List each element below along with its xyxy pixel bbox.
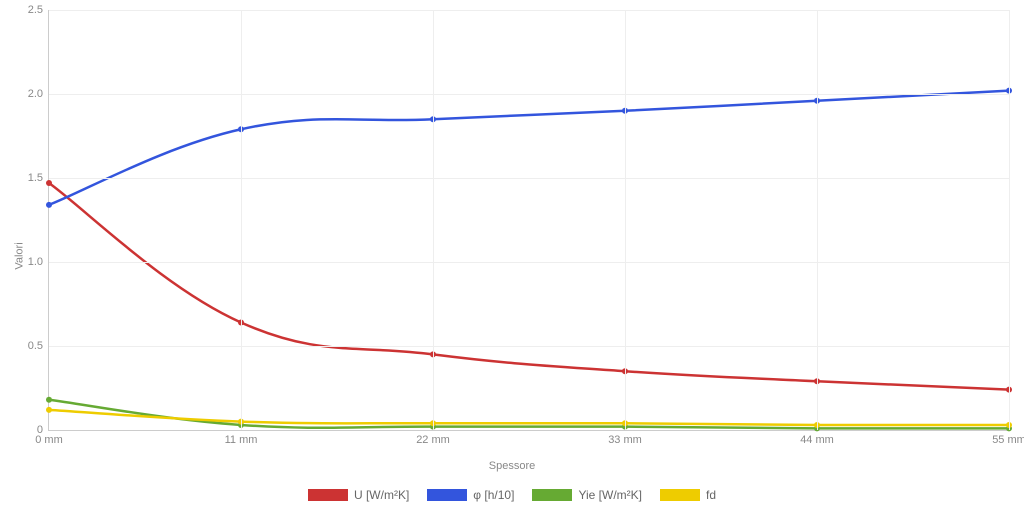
x-axis-label: Spessore <box>0 460 1024 472</box>
legend-label: Yie [W/m²K] <box>578 488 642 502</box>
gridline-h <box>49 94 1009 95</box>
line-series-layer <box>49 10 1009 430</box>
thermal-properties-chart: Valori 00.51.01.52.02.50 mm11 mm22 mm33 … <box>0 0 1024 512</box>
y-tick-label: 0.5 <box>28 340 49 352</box>
y-tick-label: 1.5 <box>28 172 49 184</box>
legend-label: U [W/m²K] <box>354 488 409 502</box>
y-tick-label: 2.0 <box>28 88 49 100</box>
legend: U [W/m²K] φ [h/10] Yie [W/m²K] fd <box>0 488 1024 502</box>
x-tick-label: 22 mm <box>416 430 450 446</box>
gridline-v <box>625 10 626 430</box>
series-marker <box>46 202 52 208</box>
plot-area: 00.51.01.52.02.50 mm11 mm22 mm33 mm44 mm… <box>48 10 1009 431</box>
legend-swatch <box>427 489 467 501</box>
legend-item[interactable]: U [W/m²K] <box>308 488 409 502</box>
gridline-v <box>817 10 818 430</box>
x-tick-label: 11 mm <box>225 430 258 446</box>
series-line <box>49 410 1009 425</box>
legend-item[interactable]: Yie [W/m²K] <box>532 488 642 502</box>
y-axis-label: Valori <box>14 242 26 269</box>
x-tick-label: 33 mm <box>608 430 642 446</box>
x-tick-label: 0 mm <box>35 430 63 446</box>
legend-item[interactable]: φ [h/10] <box>427 488 514 502</box>
legend-label: fd <box>706 488 716 502</box>
gridline-v <box>433 10 434 430</box>
series-marker <box>46 397 52 403</box>
legend-label: φ [h/10] <box>473 488 514 502</box>
legend-swatch <box>308 489 348 501</box>
legend-swatch <box>532 489 572 501</box>
gridline-h <box>49 346 1009 347</box>
legend-swatch <box>660 489 700 501</box>
gridline-h <box>49 262 1009 263</box>
series-line <box>49 183 1009 390</box>
gridline-h <box>49 10 1009 11</box>
y-tick-label: 1.0 <box>28 256 49 268</box>
series-line <box>49 91 1009 205</box>
gridline-v <box>241 10 242 430</box>
x-tick-label: 44 mm <box>800 430 834 446</box>
gridline-v <box>1009 10 1010 430</box>
legend-item[interactable]: fd <box>660 488 716 502</box>
series-marker <box>46 407 52 413</box>
gridline-h <box>49 178 1009 179</box>
y-tick-label: 2.5 <box>28 4 49 16</box>
x-tick-label: 55 mm <box>992 430 1024 446</box>
